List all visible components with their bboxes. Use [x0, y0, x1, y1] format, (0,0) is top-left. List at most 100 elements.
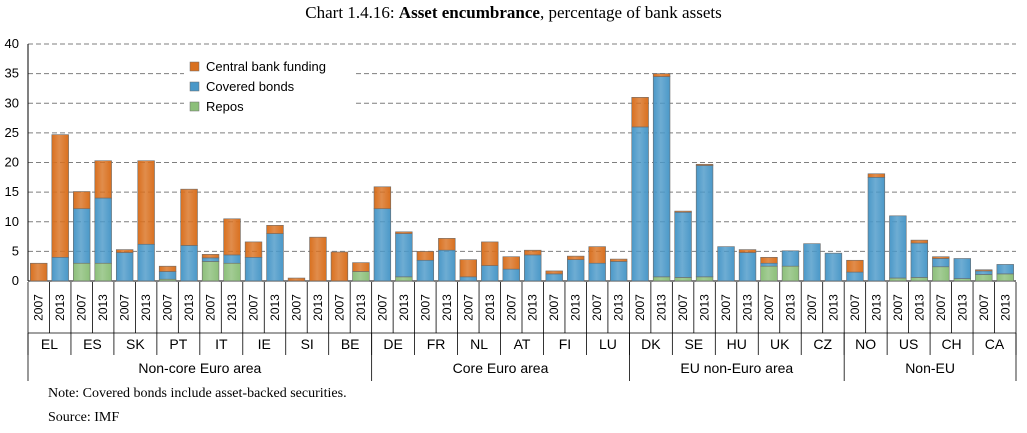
bar-segment-at-2013-central-bank-funding [524, 249, 542, 256]
country-label-el: EL [41, 336, 58, 352]
bar-segment-fr-2007-covered-bonds [416, 259, 435, 282]
bar-segment-nl-2007-covered-bonds [459, 276, 477, 282]
bar-segment-dk-2013-repos [652, 276, 671, 282]
bar-segment-it-2007-central-bank-funding [201, 254, 220, 259]
country-label-fi: FI [559, 336, 571, 352]
y-tick-label: 35 [5, 66, 19, 81]
bar-segment-nl-2013-central-bank-funding [481, 241, 499, 266]
bar-segment-be-2013-central-bank-funding [352, 262, 370, 272]
bar-segment-es-2013-covered-bonds [94, 197, 112, 264]
bar-segment-pt-2007-central-bank-funding [158, 265, 177, 272]
bar-segment-dk-2007-central-bank-funding [631, 97, 649, 128]
bar-segment-nl-2007-central-bank-funding [459, 259, 477, 278]
y-tick-label: 20 [5, 155, 19, 170]
bar-segment-at-2007-central-bank-funding [502, 256, 520, 270]
year-label: 2013 [741, 294, 755, 321]
country-label-lu: LU [599, 336, 617, 352]
bar-segment-it-2013-repos [223, 262, 241, 282]
bar-segment-se-2007-repos [674, 277, 692, 282]
year-label: 2007 [676, 294, 690, 321]
bar-segment-be-2013-repos [352, 271, 370, 282]
bar-segment-us-2013-repos [910, 277, 929, 282]
year-label: 2013 [869, 294, 883, 321]
bar-segment-se-2013-repos [695, 276, 714, 282]
year-label: 2013 [139, 294, 153, 321]
year-label: 2013 [612, 294, 626, 321]
bar-segment-dk-2013-covered-bonds [652, 76, 671, 278]
legend-label-covered-bonds: Covered bonds [206, 79, 295, 94]
bar-segment-el-2013-covered-bonds [51, 256, 69, 282]
bar-segment-ch-2007-central-bank-funding [932, 256, 950, 259]
year-label: 2013 [96, 294, 110, 321]
country-label-se: SE [684, 336, 703, 352]
bar-segment-hu-2007-covered-bonds [717, 246, 735, 282]
bar-segment-uk-2013-covered-bonds [781, 250, 800, 267]
year-label: 2007 [161, 294, 175, 321]
year-label: 2007 [934, 294, 948, 321]
bar-segment-hu-2013-covered-bonds [738, 252, 757, 282]
bar-segment-ie-2013-covered-bonds [266, 233, 284, 282]
year-label: 2013 [483, 294, 497, 321]
year-label: 2007 [204, 294, 218, 321]
year-label: 2007 [32, 294, 46, 321]
bar-segment-no-2007-covered-bonds [846, 271, 864, 282]
bar-segment-ch-2007-covered-bonds [932, 258, 950, 268]
year-label: 2013 [182, 294, 196, 321]
bar-segment-ch-2013-repos [953, 278, 971, 282]
country-label-ch: CH [941, 336, 961, 352]
year-label: 2013 [268, 294, 282, 321]
bar-segment-nl-2013-covered-bonds [481, 265, 499, 282]
y-tick-label: 15 [5, 184, 19, 199]
bar-segment-fi-2007-covered-bonds [545, 273, 563, 282]
bar-segment-sk-2013-central-bank-funding [137, 160, 155, 245]
country-label-us: US [899, 336, 918, 352]
country-label-dk: DK [641, 336, 661, 352]
year-label: 2007 [633, 294, 647, 321]
legend-background [184, 59, 354, 121]
bar-segment-de-2007-covered-bonds [373, 208, 392, 282]
year-label: 2007 [547, 294, 561, 321]
bar-segment-lu-2007-central-bank-funding [588, 246, 606, 264]
bar-segment-fr-2007-central-bank-funding [416, 251, 435, 261]
bar-segment-no-2013-covered-bonds [867, 177, 886, 282]
footnote: Note: Covered bonds include asset-backed… [48, 386, 347, 401]
bar-segment-cz-2013-covered-bonds [824, 252, 843, 282]
y-tick-label: 25 [5, 125, 19, 140]
bar-segment-no-2013-central-bank-funding [867, 173, 886, 178]
bar-segment-fi-2013-covered-bonds [567, 259, 585, 282]
bar-segment-ie-2013-central-bank-funding [266, 225, 284, 234]
year-label: 2007 [504, 294, 518, 321]
bar-segment-fr-2013-covered-bonds [438, 249, 456, 282]
country-label-no: NO [855, 336, 876, 352]
country-label-ca: CA [985, 336, 1005, 352]
chart-title-suffix: , percentage of bank assets [539, 3, 722, 22]
bar-segment-uk-2007-central-bank-funding [760, 256, 778, 264]
country-label-cz: CZ [813, 336, 832, 352]
bar-segment-us-2013-central-bank-funding [910, 239, 929, 244]
bar-segment-dk-2007-covered-bonds [631, 126, 649, 282]
bar-segment-ca-2007-repos [975, 274, 993, 282]
group-label: EU non-Euro area [680, 360, 793, 376]
bar-segment-it-2013-covered-bonds [223, 254, 241, 264]
year-label: 2007 [418, 294, 432, 321]
bar-segment-it-2007-covered-bonds [201, 257, 220, 262]
year-label: 2013 [655, 294, 669, 321]
bar-segment-no-2007-central-bank-funding [846, 259, 864, 273]
bar-segment-ca-2007-covered-bonds [975, 270, 993, 275]
country-label-at: AT [514, 336, 531, 352]
country-label-si: SI [301, 336, 314, 352]
bar-segment-uk-2007-repos [760, 265, 778, 282]
y-tick-label: 40 [5, 36, 19, 51]
country-label-uk: UK [770, 336, 790, 352]
bar-segment-ie-2007-covered-bonds [244, 256, 263, 282]
bar-segment-es-2013-central-bank-funding [94, 160, 112, 199]
stacked-bar-chart: 0 5 10 15 20 25 30 35 40 2007 2013 2007 2013 2007 2013… [5, 36, 1017, 381]
bar-segment-us-2007-repos [889, 277, 907, 282]
bar-segment-ch-2013-covered-bonds [953, 258, 971, 279]
legend-swatch-covered-bonds [189, 81, 200, 92]
year-label: 2013 [354, 294, 368, 321]
bar-segment-be-2007-central-bank-funding [330, 251, 349, 282]
country-label-sk: SK [126, 336, 145, 352]
legend-swatch-repos [189, 101, 200, 112]
bar-segment-es-2013-repos [94, 262, 112, 282]
